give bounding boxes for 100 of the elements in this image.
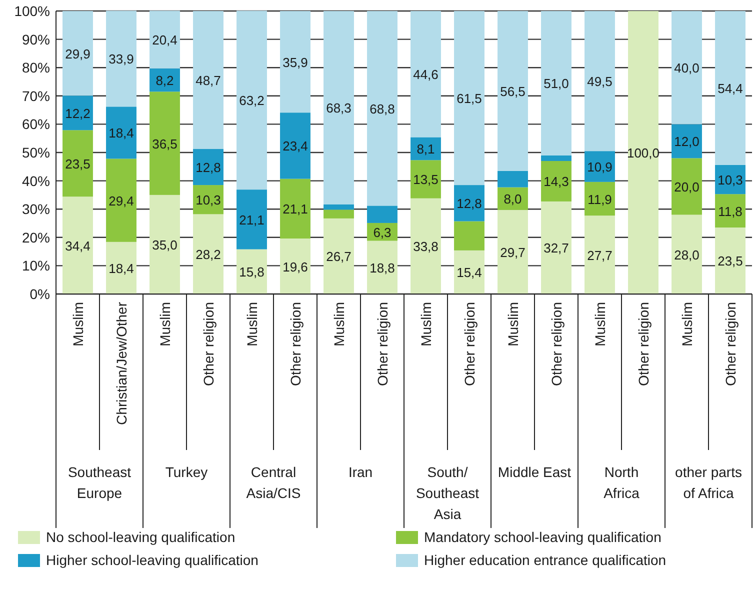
data-label: 29,9 (65, 46, 90, 62)
data-label: 36,5 (152, 136, 178, 152)
data-label: 29,4 (108, 193, 134, 208)
bar (236, 249, 267, 294)
data-label: 18,4 (108, 126, 134, 141)
y-tick-label: 90% (22, 31, 50, 48)
bar (541, 201, 572, 294)
data-label: 8,1 (416, 142, 435, 157)
legend-label: Mandatory school-leaving qualification (424, 529, 662, 545)
bar (280, 178, 310, 239)
data-label: 29,7 (500, 244, 526, 260)
data-label: 15,8 (239, 264, 264, 280)
bar (367, 11, 398, 206)
data-label: 54,4 (718, 80, 743, 96)
x-tick-label: Muslim (70, 302, 86, 346)
data-label: 48,7 (196, 72, 221, 88)
data-label: 23,5 (65, 156, 90, 172)
data-label: 28,2 (196, 247, 221, 262)
data-label: 40,0 (674, 60, 700, 76)
bar (715, 11, 746, 165)
text: South/Southeast Asia (416, 464, 480, 522)
x-tick-label: Other religion (200, 302, 216, 386)
bar (106, 242, 136, 294)
text: North Africa (604, 464, 640, 501)
y-tick-label: 70% (22, 88, 50, 104)
legend-label: Higher education entrance qualification (424, 552, 666, 568)
x-tick-label: Muslim (418, 302, 434, 346)
bar (324, 218, 354, 294)
bar (62, 130, 93, 197)
text: Central Asia/CIS (246, 464, 301, 501)
bar (236, 10, 267, 190)
bar (62, 11, 93, 96)
data-label: 6,3 (373, 224, 392, 240)
x-tick-label: Other religion (722, 302, 738, 386)
x-tick-label: Muslim (330, 302, 347, 346)
x-tick-label: Other religion (548, 302, 564, 386)
data-label: 68,3 (326, 100, 352, 116)
bar (193, 148, 224, 186)
bar (498, 170, 528, 188)
bar (62, 196, 93, 294)
data-label: 12,8 (196, 160, 221, 175)
bar (410, 198, 441, 294)
bar (410, 160, 441, 198)
data-label: 44,6 (413, 67, 438, 82)
data-label: 35,9 (282, 54, 308, 70)
x-tick-label: Other religion (287, 302, 304, 386)
bar (106, 10, 136, 107)
data-label: 27,7 (587, 248, 612, 263)
bar (672, 214, 702, 294)
text: Southeast Europe (68, 464, 132, 501)
data-label: 21,1 (282, 202, 308, 217)
bar (672, 11, 702, 124)
bar (150, 92, 180, 195)
bar (150, 194, 180, 294)
bar (193, 11, 224, 149)
bar (324, 204, 354, 210)
y-tick-label: 20% (22, 229, 50, 246)
y-tick-label: 60% (22, 116, 50, 132)
legend-label: Higher school-leaving qualification (46, 552, 258, 568)
bar (62, 96, 93, 130)
data-label: 32,7 (544, 240, 569, 256)
bar (150, 10, 180, 68)
bar (324, 11, 354, 204)
y-tick-label: 80% (22, 60, 50, 76)
data-label: 35,0 (152, 237, 178, 252)
data-label: 8,0 (504, 192, 522, 207)
bar (454, 185, 484, 222)
x-tick-label: Other religion (374, 302, 390, 386)
bar (584, 11, 615, 152)
bar (628, 11, 658, 294)
data-label: 23,5 (718, 254, 743, 269)
data-label: 19,6 (282, 259, 308, 274)
bar (541, 11, 572, 156)
bar (106, 158, 136, 242)
data-label: 63,2 (239, 93, 264, 108)
bar (324, 210, 354, 218)
bar (715, 227, 746, 294)
data-label: 20,4 (152, 32, 178, 48)
bar (410, 11, 441, 138)
bar (541, 155, 572, 161)
data-label: 21,1 (239, 212, 264, 228)
text: Iran (348, 464, 373, 480)
data-label: 23,4 (282, 138, 308, 154)
x-tick-label: Other religion (635, 302, 652, 386)
bar (541, 160, 572, 202)
data-label: 18,4 (108, 260, 134, 276)
data-label: 11,8 (718, 204, 742, 219)
data-label: 14,3 (544, 174, 569, 190)
data-label: 68,8 (370, 101, 395, 116)
data-label: 12,2 (65, 106, 90, 121)
x-tick-label: Muslim (504, 302, 521, 346)
data-label: 12,8 (456, 196, 482, 212)
bar (280, 112, 310, 179)
data-label: 28,0 (674, 247, 700, 262)
data-label: 8,2 (156, 73, 174, 88)
bar (454, 221, 484, 250)
data-label: 10,9 (587, 160, 612, 175)
x-tick-label: Other religion (461, 302, 478, 386)
data-label: 100,0 (626, 146, 660, 160)
bar (672, 124, 702, 158)
